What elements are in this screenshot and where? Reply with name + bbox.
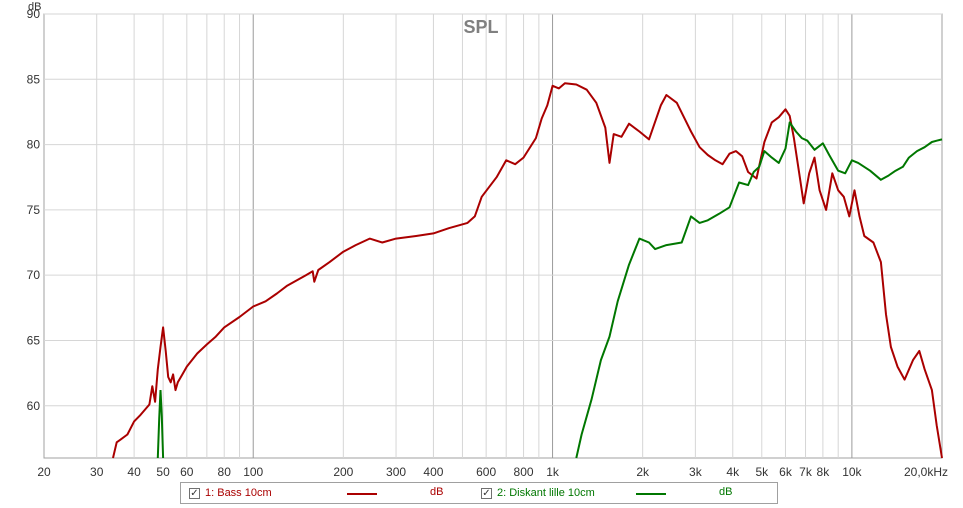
x-tick-label: 30: [90, 465, 104, 479]
legend-checkbox-diskant[interactable]: ✓: [481, 487, 492, 499]
y-axis-ticks: 90 85 80 75 70 65 60: [27, 7, 41, 413]
x-tick-label: 400: [423, 465, 443, 479]
y-tick-label: 90: [27, 7, 41, 21]
legend: ✓ 1: Bass 10cm dB ✓ 2: Diskant lille 10c…: [180, 482, 778, 504]
x-tick-label: 1k: [546, 465, 560, 479]
x-tick-label: 2k: [636, 465, 650, 479]
chart-title: SPL: [463, 17, 498, 37]
x-tick-label: 4k: [726, 465, 740, 479]
y-tick-label: 70: [27, 268, 41, 282]
x-tick-label: 6k: [779, 465, 793, 479]
series-line-2: [575, 121, 943, 459]
legend-item-diskant[interactable]: ✓ 2: Diskant lille 10cm: [481, 483, 595, 503]
spl-chart: 90 85 80 75 70 65 60 20 30 40 50 60 80 100 200 300 400 6…: [27, 1, 948, 479]
y-tick-label: 65: [27, 333, 41, 347]
y-tick-label: 80: [27, 138, 41, 152]
x-tick-label: 40: [127, 465, 141, 479]
legend-swatch-bass: [347, 493, 377, 495]
legend-unit-diskant: dB: [719, 486, 733, 498]
legend-label-bass: 1: Bass 10cm: [205, 487, 272, 499]
y-tick-label: 85: [27, 72, 41, 86]
x-tick-label: 600: [476, 465, 496, 479]
x-tick-label: 3k: [689, 465, 703, 479]
x-tick-label: 50: [156, 465, 170, 479]
x-tick-label: 8k: [817, 465, 831, 479]
y-tick-label: 60: [27, 399, 41, 413]
legend-checkbox-bass[interactable]: ✓: [189, 487, 200, 499]
x-tick-label: 60: [180, 465, 194, 479]
x-tick-label: 20,0kHz: [904, 465, 948, 479]
legend-unit-bass: dB: [430, 486, 444, 498]
x-axis-ticks: 20 30 40 50 60 80 100 200 300 400 600 800 1k 2k 3k 4k 5k…: [37, 465, 948, 479]
plot-frame: [43, 13, 943, 459]
x-tick-label: 10k: [842, 465, 862, 479]
x-tick-label: 20: [37, 465, 51, 479]
x-tick-label: 5k: [755, 465, 769, 479]
legend-item-bass[interactable]: ✓ 1: Bass 10cm: [189, 483, 272, 503]
grid-lines: [44, 13, 942, 458]
x-tick-label: 80: [218, 465, 232, 479]
x-tick-label: 200: [333, 465, 353, 479]
y-axis-unit: dB: [28, 1, 41, 13]
series-lines: [112, 82, 943, 459]
y-tick-label: 75: [27, 203, 41, 217]
x-tick-label: 800: [514, 465, 534, 479]
x-tick-label: 300: [386, 465, 406, 479]
x-tick-label: 7k: [799, 465, 813, 479]
series-line-2-segment: [156, 390, 165, 459]
legend-swatch-diskant: [636, 493, 666, 495]
series-line-1: [112, 82, 943, 459]
legend-label-diskant: 2: Diskant lille 10cm: [497, 487, 595, 499]
x-tick-label: 100: [243, 465, 263, 479]
